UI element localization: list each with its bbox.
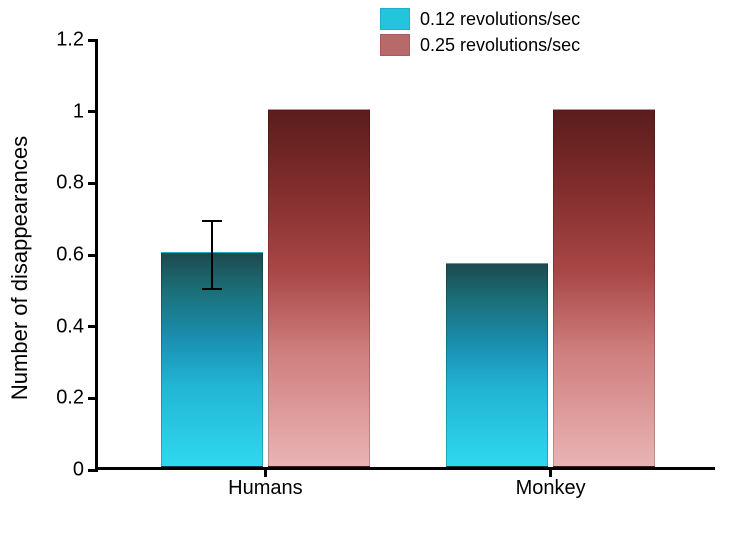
error-bar xyxy=(211,221,213,289)
y-tick-label: 0.6 xyxy=(56,244,84,267)
error-cap xyxy=(202,288,222,290)
y-tick xyxy=(88,39,98,42)
legend-swatch xyxy=(380,8,410,30)
y-tick-label: 1 xyxy=(73,100,84,123)
y-tick xyxy=(88,397,98,400)
y-tick-label: 0.8 xyxy=(56,172,84,195)
bar xyxy=(446,263,548,467)
y-tick xyxy=(88,325,98,328)
x-tick-label: Monkey xyxy=(516,477,586,500)
plot-area: 00.20.40.60.811.2HumansMonkey xyxy=(95,40,715,470)
y-tick xyxy=(88,110,98,113)
x-tick-label: Humans xyxy=(228,477,302,500)
x-tick xyxy=(264,467,267,477)
legend-item: 0.12 revolutions/sec xyxy=(380,8,580,30)
y-tick-label: 1.2 xyxy=(56,29,84,52)
y-tick xyxy=(88,469,98,472)
y-tick xyxy=(88,182,98,185)
bar xyxy=(553,109,655,467)
y-tick-label: 0.2 xyxy=(56,387,84,410)
error-cap xyxy=(202,220,222,222)
legend-label: 0.12 revolutions/sec xyxy=(420,9,580,30)
y-tick-label: 0.4 xyxy=(56,315,84,338)
y-tick xyxy=(88,254,98,257)
chart-container: 0.12 revolutions/sec 0.25 revolutions/se… xyxy=(0,0,746,535)
bar xyxy=(268,109,370,467)
y-axis-label: Number of disappearances xyxy=(7,135,33,399)
y-tick-label: 0 xyxy=(73,459,84,482)
x-tick xyxy=(549,467,552,477)
